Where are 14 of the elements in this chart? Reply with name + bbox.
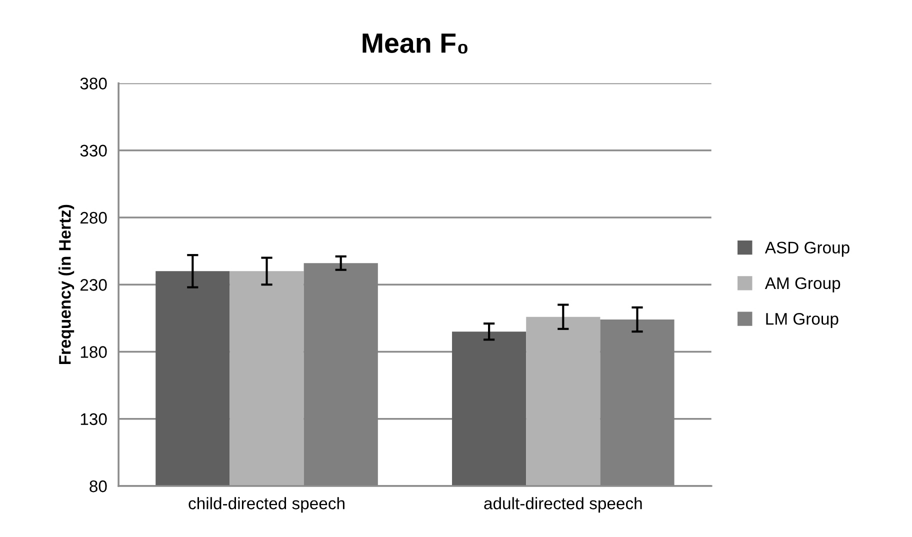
y-tick-label: 130 <box>80 413 107 426</box>
y-axis-title: Frequency (in Hertz) <box>58 204 74 364</box>
y-tick-label: 380 <box>80 78 107 90</box>
legend-label: LM Group <box>766 312 838 328</box>
y-tick-label: 280 <box>80 212 107 224</box>
legend-label: AM Group <box>764 277 840 292</box>
y-tick-label: 180 <box>80 346 107 358</box>
x-tick-label: child-directed speech <box>188 497 344 513</box>
y-tick-label: 330 <box>80 144 107 157</box>
legend-label: ASD Group <box>764 242 850 257</box>
y-tick-label: 80 <box>90 480 107 492</box>
x-tick-label: adult-directed speech <box>484 497 642 513</box>
y-tick-label: 230 <box>80 279 107 291</box>
chart-title: Mean F₀ <box>362 34 468 54</box>
